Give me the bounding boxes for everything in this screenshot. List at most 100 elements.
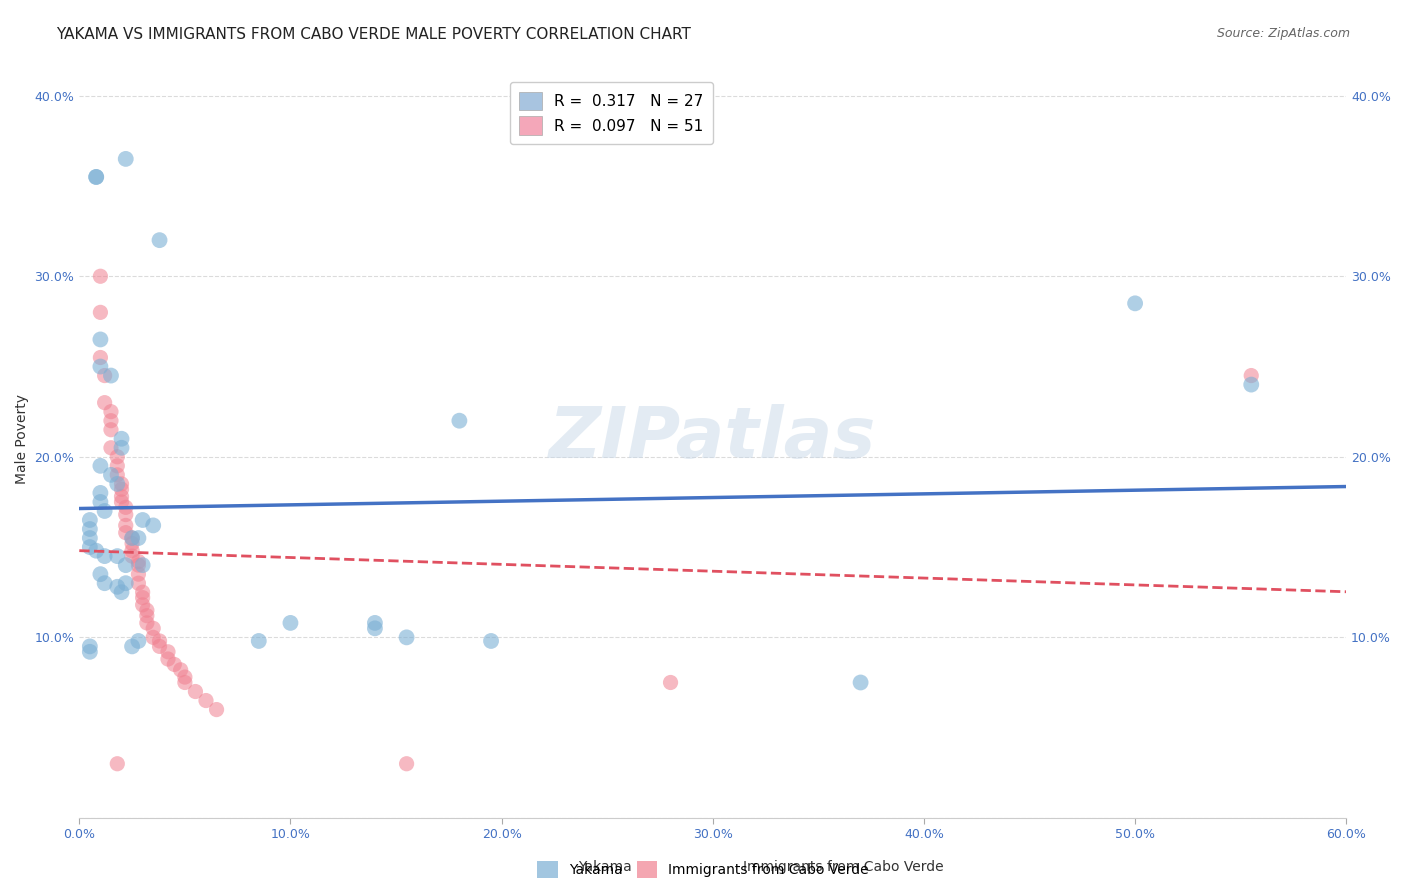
Point (105, 467, 128, 482)
Point (110, 432, 132, 446)
Point (79, 513, 101, 527)
Point (105, 580, 128, 594)
Point (110, 483, 132, 497)
Point (79, 645, 101, 659)
Point (79, 531, 101, 545)
Point (135, 603, 157, 617)
Point (114, 500, 136, 515)
Text: YAKAMA VS IMMIGRANTS FROM CABO VERDE MALE POVERTY CORRELATION CHART: YAKAMA VS IMMIGRANTS FROM CABO VERDE MAL… (56, 27, 692, 42)
Y-axis label: Male Poverty: Male Poverty (15, 393, 30, 483)
Point (169, 663, 191, 677)
Point (100, 467, 122, 482)
Point (173, 675, 195, 690)
Point (247, 634, 270, 648)
Point (105, 458, 128, 473)
Point (89, 458, 111, 473)
Point (156, 652, 179, 666)
Point (142, 631, 165, 645)
Point (364, 621, 387, 635)
Point (127, 567, 149, 582)
Point (659, 675, 682, 690)
Point (114, 525, 136, 540)
Point (121, 549, 143, 563)
Point (173, 670, 195, 684)
Point (142, 518, 165, 533)
Point (135, 608, 157, 623)
Point (131, 558, 153, 573)
Point (127, 555, 149, 569)
Point (89, 269, 111, 284)
Point (205, 702, 228, 716)
Point (127, 634, 149, 648)
Point (127, 576, 149, 591)
Point (84, 169, 107, 184)
Point (105, 549, 128, 563)
Point (163, 657, 186, 672)
Point (1240, 377, 1263, 392)
Point (148, 634, 170, 648)
Point (1240, 368, 1263, 383)
Point (364, 615, 387, 630)
Text: Yakama: Yakama (578, 860, 631, 874)
Point (449, 414, 471, 428)
Point (93, 549, 115, 563)
Point (89, 305, 111, 319)
Point (395, 631, 418, 645)
Point (100, 441, 122, 455)
Point (1123, 296, 1146, 310)
Point (93, 395, 115, 409)
Point (114, 576, 136, 591)
Point (479, 634, 502, 648)
Point (105, 476, 128, 491)
Point (121, 536, 143, 550)
Point (84, 543, 107, 558)
Point (110, 476, 132, 491)
Point (105, 450, 128, 464)
Point (131, 513, 153, 527)
Point (79, 640, 101, 654)
Point (148, 640, 170, 654)
Point (79, 522, 101, 536)
Point (89, 351, 111, 365)
Point (148, 233, 170, 247)
Legend: Yakama, Immigrants from Cabo Verde: Yakama, Immigrants from Cabo Verde (530, 855, 876, 885)
Text: Source: ZipAtlas.com: Source: ZipAtlas.com (1216, 27, 1350, 40)
Point (110, 585, 132, 599)
Point (100, 405, 122, 419)
Point (127, 531, 149, 545)
Point (849, 675, 872, 690)
Point (93, 368, 115, 383)
Point (127, 558, 149, 573)
Point (135, 615, 157, 630)
Point (121, 531, 143, 545)
Point (79, 540, 101, 554)
Point (121, 531, 143, 545)
Point (110, 490, 132, 504)
Point (131, 598, 153, 612)
Point (93, 576, 115, 591)
Point (105, 756, 128, 771)
Point (89, 486, 111, 500)
Point (280, 615, 302, 630)
Point (142, 621, 165, 635)
Point (100, 423, 122, 437)
Point (89, 495, 111, 509)
Point (89, 359, 111, 374)
Point (114, 152, 136, 166)
Point (131, 585, 153, 599)
Point (110, 441, 132, 455)
Point (100, 414, 122, 428)
Point (195, 693, 218, 707)
Point (121, 640, 143, 654)
Point (100, 368, 122, 383)
Point (395, 756, 418, 771)
Point (89, 567, 111, 582)
Point (156, 645, 179, 659)
Point (110, 495, 132, 509)
Point (121, 543, 143, 558)
Legend: R =  0.317   N = 27, R =  0.097   N = 51: R = 0.317 N = 27, R = 0.097 N = 51 (510, 82, 713, 145)
Point (184, 684, 207, 698)
Point (114, 508, 136, 522)
Point (93, 504, 115, 518)
Point (114, 518, 136, 533)
